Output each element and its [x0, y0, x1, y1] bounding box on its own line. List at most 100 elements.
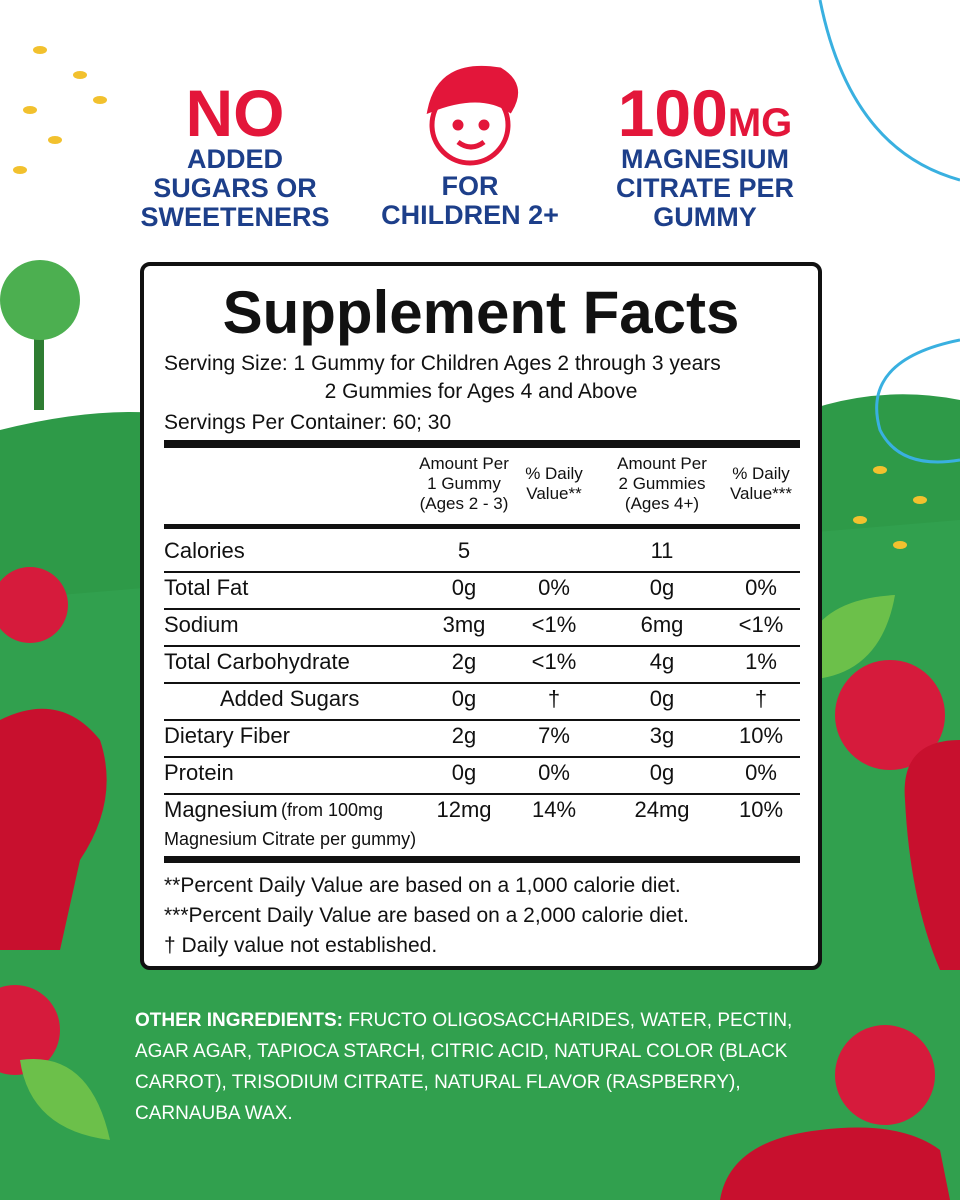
cell: 5 [457, 538, 471, 563]
label: OTHER INGREDIENTS: [135, 1010, 343, 1031]
raspberries [0, 567, 945, 1125]
serving-size: 2 Gummies for Ages 4 and Above [324, 380, 638, 403]
cell: † [754, 686, 768, 711]
row-label: Added Sugars [220, 686, 360, 711]
cell: 0g [451, 686, 477, 711]
header-line: % Daily [525, 464, 583, 483]
text: FRUCTO OLIGOSACCHARIDES, WATER, PECTIN, … [135, 1010, 793, 1124]
cell: 6mg [640, 612, 684, 637]
cell: † [547, 686, 561, 711]
header-line: (Ages 4+) [624, 494, 700, 513]
footnote: † Daily value not established. [164, 934, 438, 957]
cell: 0% [745, 760, 777, 785]
row-note: Magnesium Citrate per gummy) [164, 829, 417, 849]
cell: <1% [531, 612, 577, 637]
cell: 2g [451, 649, 477, 674]
header-line: % Daily [732, 464, 790, 483]
footnote: ***Percent Daily Value are based on a 2,… [164, 904, 689, 927]
cell: 24mg [634, 797, 690, 822]
title: Supplement Facts [222, 279, 740, 346]
header-line: Value*** [729, 484, 793, 503]
headline-number: 100 [617, 76, 728, 150]
cell: 1% [745, 649, 777, 674]
leaves [20, 595, 895, 1140]
swirl [875, 338, 960, 464]
header-line: Amount Per [617, 454, 707, 473]
cell: 0% [538, 575, 570, 600]
rule [164, 440, 800, 448]
badge: ADDED SUGARS OR SWEETENERS [105, 145, 365, 232]
badge-headline: 100MG [575, 80, 835, 156]
column-header: % Daily Value** [494, 464, 614, 504]
badge-line: SWEETENERS [140, 202, 330, 232]
cell: 4g [649, 649, 675, 674]
badge: FOR CHILDREN 2+ [340, 172, 600, 230]
row-label: Total Fat [164, 575, 249, 600]
cell: 0g [649, 686, 675, 711]
badge-line: CITRATE PER [615, 173, 794, 203]
row-label: Magnesium [164, 797, 278, 822]
cell: 3g [649, 723, 675, 748]
row-label: Calories [164, 538, 245, 563]
headline-unit: MG [727, 101, 793, 145]
rule [164, 856, 800, 863]
row-rule [164, 793, 800, 795]
row-rule [164, 645, 800, 647]
row-label: Total Carbohydrate [164, 649, 350, 674]
row-rule [164, 719, 800, 721]
cell: 2g [451, 723, 477, 748]
headline-number: NO [185, 76, 285, 150]
cell: 14% [531, 797, 577, 822]
cell: 12mg [436, 797, 492, 822]
cell: 0g [649, 575, 675, 600]
gummy-bears [0, 708, 960, 1200]
serving-size: Serving Size: 1 Gummy for Children Ages … [164, 352, 721, 375]
dots [13, 46, 927, 549]
cell: 7% [538, 723, 570, 748]
tree [0, 260, 120, 410]
cell: 10% [738, 723, 784, 748]
row-rule [164, 608, 800, 610]
badge: MAGNESIUM CITRATE PER GUMMY [575, 145, 835, 232]
badge-line: FOR [441, 171, 499, 201]
footnote: **Percent Daily Value are based on a 1,0… [164, 874, 681, 897]
cell: 10% [738, 797, 784, 822]
cell: 0g [451, 575, 477, 600]
badge-line: ADDED [186, 144, 283, 174]
boy-icon [426, 65, 519, 166]
other-ingredients: OTHER INGREDIENTS: FRUCTO OLIGOSACCHARID… [135, 1005, 815, 1129]
row-rule [164, 756, 800, 758]
row-rule [164, 571, 800, 573]
row-note: (from 100mg [281, 800, 384, 820]
row-label: Sodium [164, 612, 239, 637]
cell: <1% [738, 612, 784, 637]
cell: 0g [451, 760, 477, 785]
header-line: Value** [526, 484, 582, 503]
column-header: % Daily Value*** [701, 464, 821, 504]
badge-line: CHILDREN 2+ [381, 200, 559, 230]
swirl [818, 0, 960, 182]
rule [164, 524, 800, 529]
badge-headline: NO [105, 80, 365, 146]
badge-line: SUGARS OR [153, 173, 317, 203]
row-rule [164, 682, 800, 684]
servings-per-container: Servings Per Container: 60; 30 [164, 411, 452, 434]
column-header: Amount Per 1 Gummy (Ages 2 - 3) [404, 454, 524, 514]
column-header: Amount Per 2 Gummies (Ages 4+) [602, 454, 722, 514]
supplement-facts: Supplement Facts Serving Size: 1 Gummy f… [140, 262, 822, 970]
row-label: Dietary Fiber [164, 723, 290, 748]
row-label: Protein [164, 760, 234, 785]
header-line: 1 Gummy [427, 474, 501, 493]
cell: <1% [531, 649, 577, 674]
badge-line: GUMMY [653, 202, 757, 232]
cell: 0% [538, 760, 570, 785]
cell: 0% [745, 575, 777, 600]
cell: 11 [650, 538, 674, 563]
cell: 0g [649, 760, 675, 785]
badge-line: MAGNESIUM [621, 144, 789, 174]
header-line: (Ages 2 - 3) [419, 494, 509, 513]
header-line: 2 Gummies [618, 474, 706, 493]
header-line: Amount Per [419, 454, 509, 473]
cell: 3mg [442, 612, 486, 637]
